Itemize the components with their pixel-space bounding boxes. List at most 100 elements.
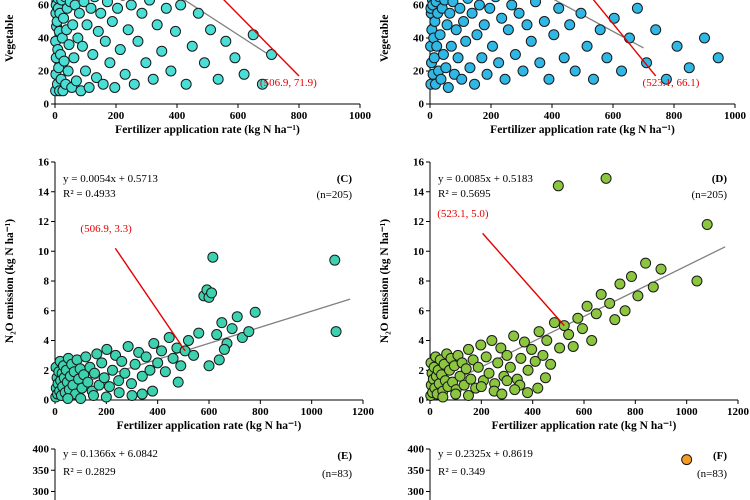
data-point	[329, 254, 341, 266]
equation-e: y = 0.1366x + 6.0842	[63, 448, 158, 460]
panel-f-scatter-chart: 0200400600800100012000501001502002503003…	[408, 444, 727, 500]
y-tick-label: 0	[419, 395, 425, 407]
data-point	[151, 19, 163, 31]
data-point	[581, 300, 593, 312]
data-point	[471, 29, 483, 41]
data-point	[540, 372, 551, 384]
data-point	[447, 0, 459, 8]
data-point	[76, 40, 88, 52]
data-point	[534, 57, 546, 69]
data-point	[548, 317, 560, 329]
data-point	[502, 24, 514, 36]
data-point	[152, 357, 164, 369]
data-point	[712, 52, 724, 64]
y-axis-title: N₂O emission (kg N ha⁻¹)	[379, 219, 391, 343]
data-point	[172, 376, 184, 388]
data-point	[493, 57, 505, 69]
x-tick-label: 600	[201, 406, 218, 418]
data-point	[165, 65, 177, 77]
data-point	[480, 351, 492, 363]
data-point	[72, 32, 84, 44]
data-point	[522, 364, 534, 376]
data-point	[431, 40, 443, 52]
data-point	[450, 388, 462, 400]
data-point	[101, 343, 113, 355]
data-point	[440, 62, 452, 74]
data-point	[140, 351, 152, 363]
data-point	[122, 340, 134, 352]
data-point	[501, 375, 513, 387]
x-tick-label: 200	[473, 406, 490, 418]
data-point	[186, 40, 198, 52]
data-point	[619, 305, 631, 317]
data-point	[441, 19, 453, 31]
data-point	[89, 367, 101, 379]
data-point	[226, 323, 238, 335]
data-point	[495, 342, 507, 354]
data-point	[567, 340, 579, 352]
data-point	[103, 381, 115, 393]
data-point	[543, 73, 555, 85]
y-tick-label: 300	[33, 486, 50, 498]
data-point	[467, 354, 479, 366]
panel-letter-c: (C)	[337, 173, 353, 185]
y-tick-label: 400	[408, 444, 425, 456]
x-tick-label: 1200	[352, 406, 375, 418]
data-point	[99, 35, 111, 47]
data-point	[530, 0, 542, 8]
data-point	[650, 24, 662, 36]
trend-line	[183, 0, 269, 56]
data-point	[129, 358, 141, 370]
panel-e-scatter-chart: 0200400600800100012000501001502002503003…	[33, 444, 352, 500]
data-point	[604, 297, 616, 309]
data-point	[444, 7, 456, 19]
data-point	[691, 275, 703, 287]
data-point	[484, 2, 496, 14]
data-point	[159, 366, 171, 378]
data-point	[125, 0, 137, 11]
data-point	[460, 363, 472, 375]
data-point	[529, 355, 541, 367]
data-point	[456, 73, 468, 85]
data-point	[211, 329, 223, 341]
x-axis-title: Fertilizer application rate (kg N ha⁻¹)	[490, 124, 675, 136]
annotation-label: (523.1, 5.0)	[437, 208, 489, 220]
data-point	[473, 0, 485, 11]
data-point	[213, 354, 225, 366]
panel-letter-d: (D)	[712, 173, 728, 185]
x-tick-label: 600	[605, 110, 622, 122]
data-point	[428, 52, 440, 64]
panel-letter-f: (F)	[713, 450, 727, 462]
sample-size-c: (n=205)	[316, 189, 352, 201]
data-point	[144, 364, 156, 376]
y-tick-label: 20	[38, 66, 50, 78]
data-point	[92, 25, 104, 37]
data-point	[112, 2, 124, 14]
data-point	[487, 40, 499, 52]
annotation-line	[592, 0, 657, 77]
data-point	[587, 73, 599, 85]
data-point	[545, 358, 557, 370]
data-point	[683, 62, 695, 74]
data-point	[466, 7, 478, 19]
annotation-label: (506.9, 3.3)	[80, 223, 132, 235]
data-point	[464, 62, 476, 74]
data-point	[521, 19, 533, 31]
y-axis-title: N₂O emission (kg N ha⁻¹)	[4, 219, 16, 343]
data-point	[533, 326, 545, 338]
data-point	[114, 44, 126, 56]
data-point	[609, 314, 621, 326]
data-point	[575, 7, 587, 19]
y-tick-label: 60	[38, 0, 50, 12]
data-point	[504, 361, 516, 373]
data-point	[113, 387, 125, 399]
data-point	[85, 2, 97, 14]
data-point	[249, 306, 261, 318]
data-point	[465, 373, 477, 385]
y-tick-label: 6	[419, 305, 425, 317]
x-tick-label: 800	[666, 110, 683, 122]
data-point	[148, 337, 160, 349]
x-tick-label: 800	[252, 406, 269, 418]
x-tick-label: 0	[427, 110, 433, 122]
data-point	[518, 336, 530, 348]
